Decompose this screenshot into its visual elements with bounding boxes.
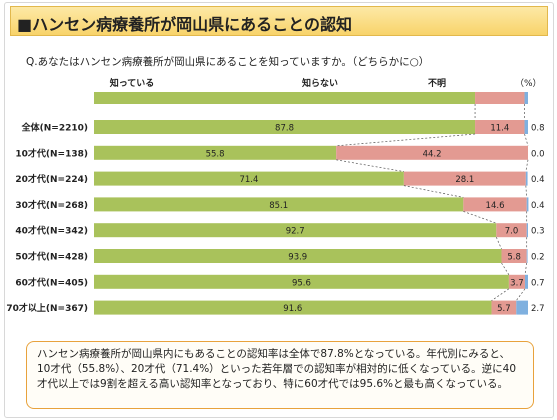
connector-line — [524, 262, 528, 275]
data-label: 2.7 — [531, 304, 545, 314]
summary-note: ハンセン病療養所が岡山県内にもあることの認知率は全体で87.8%となっている。年… — [26, 341, 534, 409]
bar-segment — [94, 145, 337, 160]
data-label: 44.2 — [423, 149, 442, 159]
connector-line — [336, 159, 404, 172]
row-label: 30才代(N=268) — [15, 199, 88, 211]
bar-segment — [526, 197, 529, 212]
data-label: 71.4 — [239, 175, 258, 185]
row-label: 全体(N=2210) — [21, 122, 88, 134]
row-label: 60才代(N=405) — [15, 276, 88, 288]
data-label: 0.4 — [531, 175, 545, 185]
bar-segment — [463, 197, 527, 212]
bar-segment — [94, 197, 464, 212]
legend-swatch-0 — [94, 92, 476, 104]
connector-line — [463, 211, 497, 224]
data-label: 0.7 — [531, 278, 545, 288]
legend-swatch-2 — [524, 92, 528, 104]
bar-segment — [94, 274, 509, 289]
data-label: 5.7 — [497, 304, 511, 314]
bar-segment — [94, 223, 497, 238]
legend-swatch-1 — [475, 92, 525, 104]
bar-segment — [524, 120, 528, 134]
data-label: 0.3 — [531, 227, 545, 237]
data-label: 0.4 — [531, 201, 545, 211]
data-label: 85.1 — [269, 201, 288, 211]
data-label: 93.9 — [288, 253, 307, 263]
bar-segment — [475, 120, 525, 134]
legend-label-0: 知っている — [109, 77, 155, 89]
legend-label-2: 不明 — [428, 78, 446, 89]
data-label: 92.7 — [286, 227, 305, 237]
data-label: 28.1 — [455, 175, 474, 185]
bar-segment — [508, 274, 525, 289]
connector-line — [516, 288, 526, 301]
bar-segment — [516, 300, 528, 315]
connector-line — [524, 133, 529, 146]
data-label: 11.4 — [490, 124, 509, 134]
title-bar: ■ハンセン病療養所が岡山県にあることの認知 — [10, 6, 548, 36]
data-label: 87.8 — [275, 124, 294, 134]
data-label: 55.8 — [206, 149, 225, 159]
bar-segment — [94, 120, 476, 134]
bar-segment — [491, 300, 517, 315]
bar-segment — [524, 274, 528, 289]
data-label: 7.0 — [505, 227, 519, 237]
data-label: 95.6 — [292, 278, 311, 288]
bar-segment — [526, 223, 528, 238]
data-label: 3.7 — [510, 278, 524, 288]
bar-segment — [403, 171, 526, 186]
row-label: 20才代(N=224) — [15, 173, 88, 185]
bar-segment — [94, 300, 492, 315]
row-label: 50才代(N=428) — [15, 251, 88, 263]
bar-segment — [496, 223, 527, 238]
survey-question: Q.あなたはハンセン病療養所が岡山県にあることを知っていますか。（どちらかに○） — [26, 56, 430, 68]
legend-label-1: 知らない — [301, 77, 338, 89]
bar-segment — [94, 171, 404, 186]
unit-label: （%） — [515, 78, 542, 89]
data-label: 0.8 — [531, 124, 545, 134]
bar-segment — [94, 249, 502, 263]
stacked-bar-chart: 知っている 知らない 不明 （%） 全体(N=2210) 87.8 11.4 0.8 10才代(… — [6, 77, 545, 315]
data-label: 5.8 — [507, 253, 521, 263]
data-label: 91.6 — [283, 304, 302, 314]
connector-line — [525, 185, 528, 198]
connector-line — [403, 185, 464, 198]
bar-segment — [525, 171, 528, 186]
row-label: 10才代(N=138) — [15, 147, 88, 159]
row-label: 70才以上(N=367) — [6, 302, 88, 314]
page-title: ■ハンセン病療養所が岡山県にあることの認知 — [17, 15, 352, 34]
row-label: 40才代(N=342) — [15, 225, 88, 237]
bar-segment — [336, 145, 528, 160]
data-label: 14.6 — [486, 201, 505, 211]
connector-line — [336, 133, 476, 147]
bar-segment — [501, 249, 527, 263]
connector-line — [501, 262, 510, 275]
data-label: 0.2 — [531, 253, 545, 263]
data-label: 0.0 — [531, 149, 545, 159]
connector-line — [495, 237, 502, 250]
connector-line — [491, 288, 510, 301]
connector-line — [525, 159, 529, 172]
bar-segment — [526, 249, 528, 263]
